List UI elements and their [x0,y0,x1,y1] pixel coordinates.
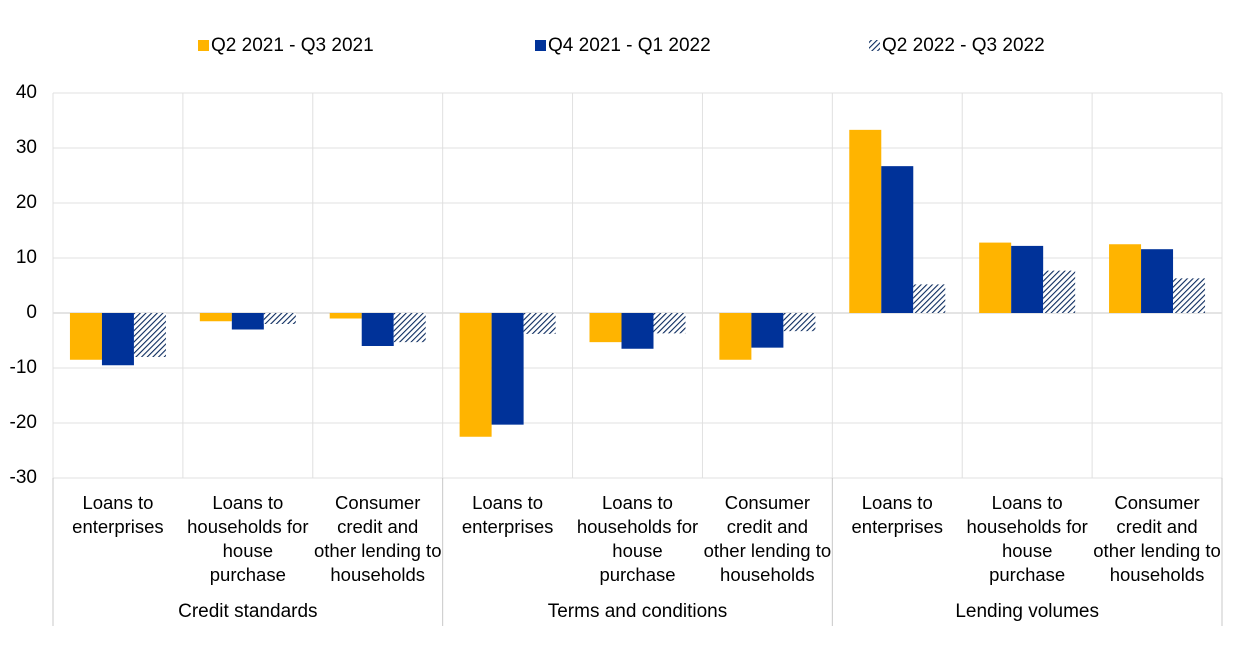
y-tick-label: -20 [10,412,37,433]
x-tick-label: Loans to households for house purchase [966,492,1088,585]
legend-swatch [869,40,880,51]
bar [393,313,426,343]
legend-swatch [198,40,209,51]
bar [1043,270,1076,313]
bar [199,313,232,322]
bar [1011,245,1044,313]
bar [133,313,166,357]
bar [1173,278,1206,313]
bar [751,313,784,348]
x-tick-label: Loans to households for house purchase [576,492,699,585]
bar [101,313,134,366]
bar [523,313,556,334]
bar [653,313,686,334]
bar [621,313,654,349]
y-tick-label: 0 [26,302,37,323]
y-tick-label: -30 [10,467,37,488]
x-tick-label: Loans to enterprises [72,492,164,537]
y-tick-label: -10 [10,357,37,378]
legend-label: Q2 2022 - Q3 2022 [882,35,1045,56]
bar [1109,244,1142,313]
x-tick-label: Consumer credit and other lending to hou… [313,492,442,585]
bar [881,166,914,313]
bar [491,313,524,425]
x-tick-label: Loans to enterprises [851,492,944,537]
bar [1141,249,1174,313]
bar [263,313,296,324]
bar [69,313,102,360]
legend-label: Q2 2021 - Q3 2021 [211,35,374,56]
x-tick-label: Consumer credit and other lending to hou… [1093,492,1221,585]
y-tick-label: 40 [16,82,37,103]
y-tick-label: 30 [16,137,37,158]
bar [231,313,264,330]
legend-swatch [535,40,546,51]
y-tick-label: 20 [16,192,37,213]
bar [719,313,752,360]
group-label: Credit standards [178,601,318,622]
bar [979,242,1012,313]
bar [329,313,362,319]
bar [913,284,946,313]
group-label: Terms and conditions [547,601,728,622]
bar [849,129,882,313]
x-tick-label: Loans to households for house purchase [187,492,309,585]
bar [589,313,622,343]
bar [783,313,816,332]
x-tick-label: Loans to enterprises [461,492,554,537]
legend-label: Q4 2021 - Q1 2022 [548,35,711,56]
bar [361,313,394,346]
group-label: Lending volumes [955,601,1099,622]
x-tick-label: Consumer credit and other lending to hou… [703,492,832,585]
y-tick-label: 10 [16,247,37,268]
bar [459,313,492,437]
